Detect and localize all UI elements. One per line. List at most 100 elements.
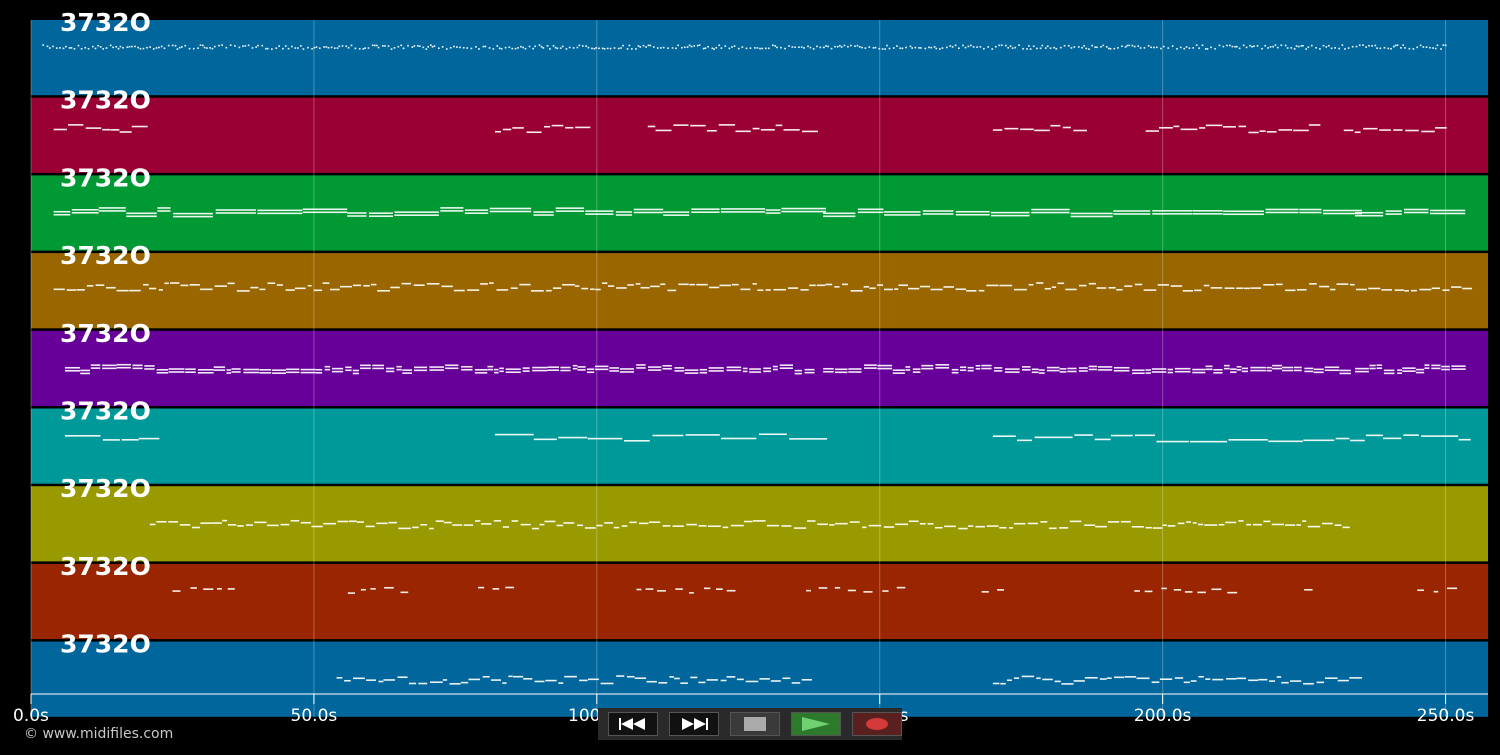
note (149, 46, 151, 48)
note (397, 676, 408, 679)
note (1236, 365, 1242, 368)
note (1276, 676, 1282, 678)
note (627, 284, 634, 286)
note (981, 591, 989, 593)
track-lane (31, 486, 1488, 562)
note (1431, 367, 1441, 370)
note (759, 47, 761, 50)
note (558, 436, 588, 439)
note (1145, 130, 1159, 132)
record-button[interactable] (852, 712, 902, 736)
note (1088, 282, 1096, 285)
note (1385, 213, 1402, 215)
note (924, 47, 927, 50)
note (1363, 127, 1378, 130)
stop-icon (744, 717, 766, 731)
note (1143, 47, 1146, 49)
note (261, 44, 264, 47)
note (315, 46, 318, 48)
note (429, 44, 432, 46)
note (311, 47, 313, 50)
note (613, 47, 616, 49)
note (426, 283, 440, 285)
note (1143, 289, 1157, 291)
note (754, 47, 756, 49)
note (221, 44, 223, 46)
note (1011, 47, 1014, 49)
note (713, 48, 715, 50)
note (1192, 522, 1197, 524)
note (951, 46, 954, 48)
note (662, 364, 672, 367)
note (1256, 45, 1259, 47)
note (1218, 44, 1221, 47)
note (743, 520, 753, 523)
note (1114, 676, 1125, 679)
note (353, 677, 365, 680)
note (836, 45, 839, 48)
note (307, 284, 312, 287)
note (1383, 46, 1386, 49)
note (1248, 679, 1259, 682)
note (662, 525, 671, 527)
note (794, 46, 796, 49)
note (1040, 521, 1048, 523)
note (1280, 44, 1283, 47)
note (284, 45, 287, 47)
note (854, 45, 856, 48)
note (604, 522, 614, 524)
note (1358, 44, 1361, 46)
note (1167, 368, 1174, 371)
note (149, 523, 156, 526)
note (1036, 282, 1044, 284)
note (708, 286, 720, 289)
note (413, 284, 425, 287)
note (259, 369, 272, 371)
note (608, 285, 615, 287)
note (1433, 590, 1439, 593)
note (633, 211, 664, 214)
note (1447, 587, 1458, 590)
note (337, 520, 349, 523)
note (1188, 47, 1191, 50)
note (238, 46, 241, 49)
note (838, 44, 841, 47)
note (735, 130, 751, 133)
note (523, 678, 533, 680)
note (549, 48, 551, 50)
note (848, 368, 862, 370)
note (827, 45, 829, 48)
note (823, 46, 825, 49)
note (202, 44, 204, 47)
note (1113, 366, 1130, 369)
note (615, 214, 633, 216)
note (749, 371, 761, 373)
note (1007, 679, 1012, 682)
note (991, 48, 994, 50)
note (731, 283, 739, 286)
note (126, 215, 157, 218)
note (1248, 131, 1259, 134)
rewind-button[interactable] (608, 712, 658, 736)
note (1429, 212, 1466, 215)
note (534, 680, 545, 683)
note (962, 44, 964, 47)
note (464, 209, 489, 211)
note (620, 47, 622, 49)
note (771, 44, 774, 47)
note (772, 365, 778, 368)
note (99, 46, 102, 48)
note (1402, 370, 1416, 372)
note (560, 366, 571, 369)
note (749, 368, 761, 370)
note (394, 211, 439, 213)
stop-button[interactable] (730, 712, 780, 736)
note (912, 371, 921, 373)
play-button[interactable] (791, 712, 841, 736)
note (999, 526, 1007, 529)
note (964, 46, 967, 49)
note (1073, 46, 1076, 48)
note (1404, 211, 1429, 214)
track-label: 3732O (60, 474, 151, 503)
fast-forward-button[interactable] (669, 712, 719, 736)
